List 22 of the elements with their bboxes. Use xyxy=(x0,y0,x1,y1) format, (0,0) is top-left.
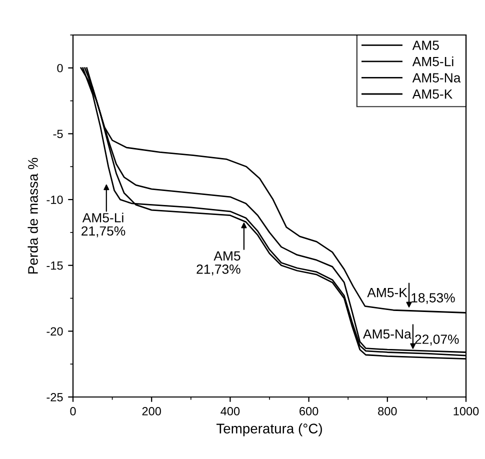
annotation: AM5-K 18,53% xyxy=(367,288,455,304)
x-tick-label: 1000 xyxy=(454,407,479,416)
x-tick-label: 0 xyxy=(70,407,76,416)
x-tick-label: 200 xyxy=(142,407,161,416)
x-tick-label: 400 xyxy=(220,407,240,416)
legend-label: AM5-K xyxy=(412,90,453,99)
x-axis-title: Temperatura (°C) xyxy=(216,423,322,436)
x-tick-label: 600 xyxy=(300,407,318,416)
y-tick-label: -5 xyxy=(53,130,63,138)
y-tick-label: -15 xyxy=(46,262,63,270)
annotation: AM5-Li 21,75% xyxy=(82,212,126,238)
legend-label: AM5 xyxy=(412,40,439,50)
x-tick-label: 800 xyxy=(378,407,397,416)
y-tick-label: 0 xyxy=(57,64,63,72)
legend-label: AM5-Na xyxy=(412,73,461,82)
legend-label: AM5-Li xyxy=(412,56,454,66)
annotation: AM5 21,73% xyxy=(196,251,240,276)
y-axis-title: Perda de massa % xyxy=(28,158,38,274)
y-tick-label: -25 xyxy=(46,393,63,402)
annotation: AM5-Na 22,07% xyxy=(363,329,459,346)
y-tick-label: -20 xyxy=(46,327,63,336)
y-tick-label: -10 xyxy=(46,196,63,204)
